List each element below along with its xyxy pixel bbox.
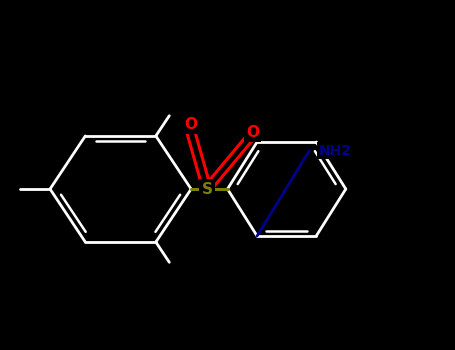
Text: NH2: NH2 <box>318 144 352 158</box>
Text: S: S <box>202 182 212 196</box>
Text: O: O <box>185 117 197 132</box>
Text: O: O <box>246 125 259 140</box>
